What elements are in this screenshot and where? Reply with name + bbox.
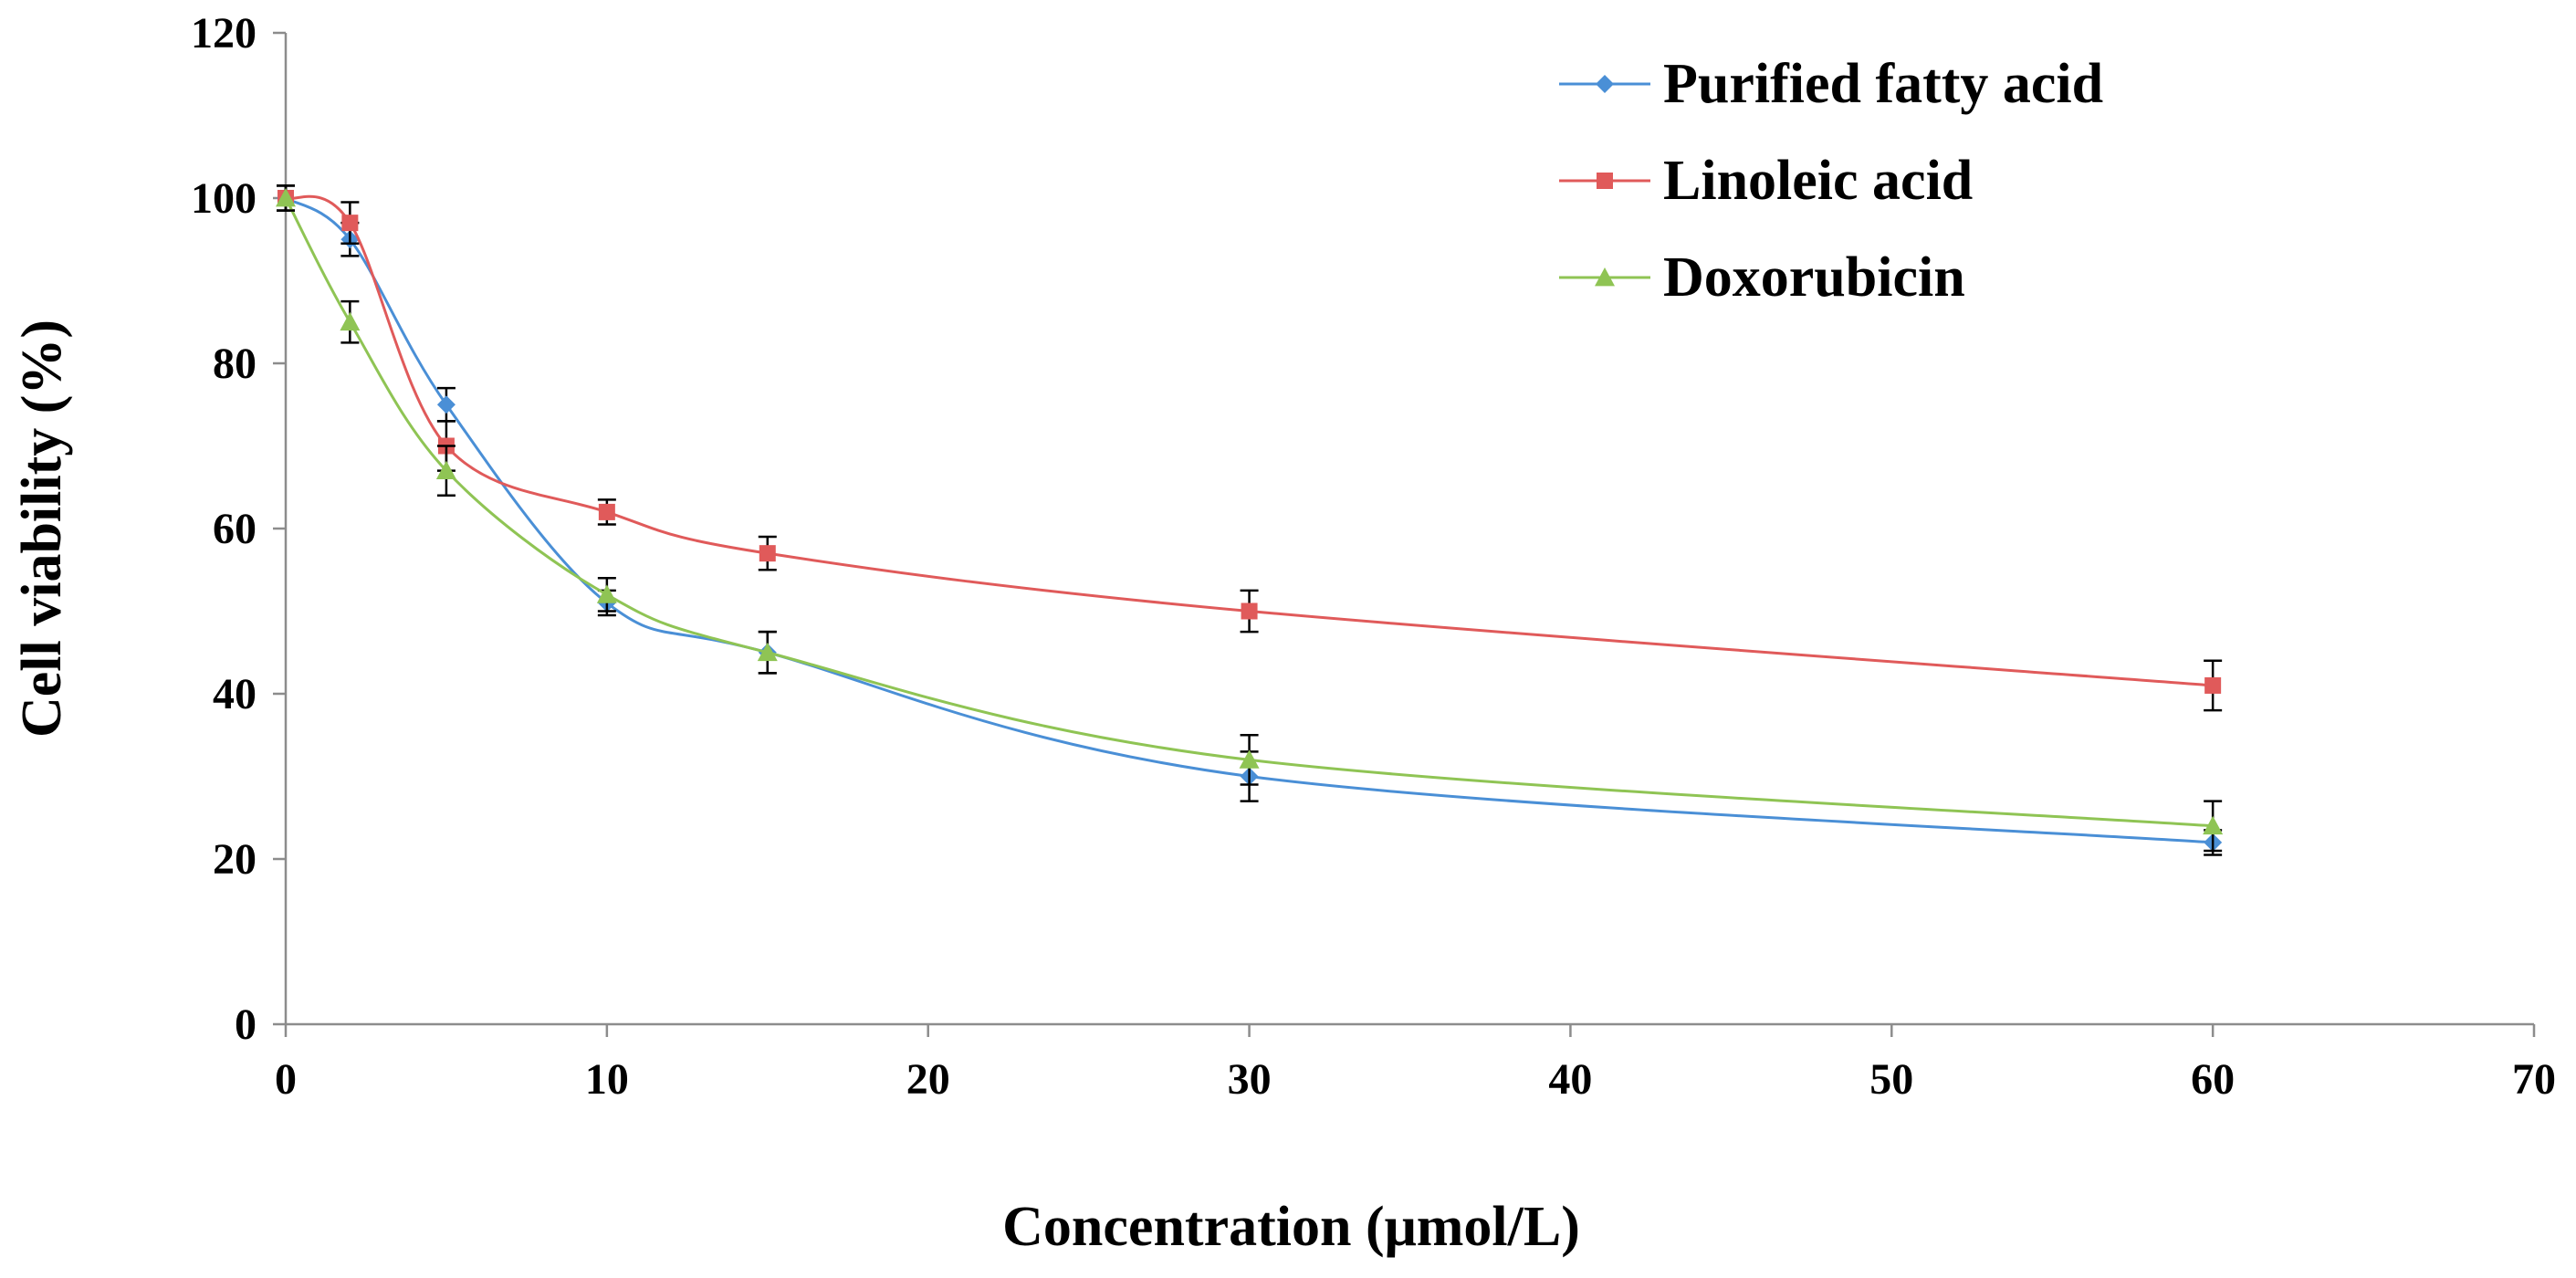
- x-tick-label: 0: [275, 1055, 297, 1104]
- data-point-linoleic-acid: [2204, 676, 2222, 694]
- legend-label: Purified fatty acid: [1663, 53, 2103, 115]
- y-tick-label: 120: [191, 9, 257, 58]
- legend-marker: [1595, 267, 1615, 287]
- axes: 0 20 40 60 80 100 120 0 10 20 30 40 50 60 70: [191, 9, 2556, 1104]
- x-tick-label: 10: [585, 1055, 629, 1104]
- data-point-linoleic-acid: [341, 215, 359, 232]
- data-point-purified-fatty-acid: [436, 395, 456, 414]
- x-tick-label: 30: [1228, 1055, 1272, 1104]
- x-tick-label: 70: [2512, 1055, 2556, 1104]
- legend-item-doxorubicin: Doxorubicin: [1559, 246, 1965, 309]
- y-axis-title: Cell viability (%): [11, 320, 73, 738]
- y-tick-label: 100: [191, 174, 257, 223]
- data-point-doxorubicin: [1239, 749, 1260, 769]
- data-point-doxorubicin: [757, 642, 778, 662]
- series-line-doxorubicin: [284, 197, 2214, 828]
- data-point-doxorubicin: [596, 584, 617, 603]
- y-tick-label: 40: [213, 670, 257, 718]
- legend: Purified fatty acid Linoleic acid Doxorubi…: [1559, 53, 2103, 309]
- legend-label: Doxorubicin: [1663, 246, 1965, 309]
- data-point-linoleic-acid: [1241, 602, 1258, 620]
- y-tick-label: 80: [213, 340, 257, 388]
- legend-marker: [1596, 75, 1614, 93]
- y-tick-label: 60: [213, 505, 257, 553]
- series-doxorubicin: [276, 184, 2224, 853]
- y-tick-label: 20: [213, 835, 257, 884]
- x-tick-label: 40: [1548, 1055, 1592, 1104]
- data-point-doxorubicin: [340, 311, 361, 331]
- x-tick-label: 60: [2191, 1055, 2235, 1104]
- data-point-doxorubicin: [2203, 815, 2224, 835]
- series-layer: [276, 184, 2224, 856]
- x-axis-title: Concentration (μmol/L): [1002, 1196, 1580, 1258]
- series-line-linoleic-acid: [285, 194, 2214, 687]
- data-point-linoleic-acid: [598, 503, 615, 520]
- legend-item-linoleic-acid: Linoleic acid: [1559, 150, 1973, 212]
- data-point-linoleic-acid: [759, 545, 776, 562]
- legend-item-purified-fatty-acid: Purified fatty acid: [1559, 53, 2103, 115]
- legend-marker: [1597, 173, 1613, 189]
- x-tick-label: 20: [906, 1055, 950, 1104]
- data-point-doxorubicin: [276, 188, 296, 207]
- data-point-doxorubicin: [435, 460, 456, 479]
- x-tick-label: 50: [1869, 1055, 1913, 1104]
- y-tick-label: 0: [235, 1000, 257, 1049]
- legend-label: Linoleic acid: [1663, 150, 1973, 212]
